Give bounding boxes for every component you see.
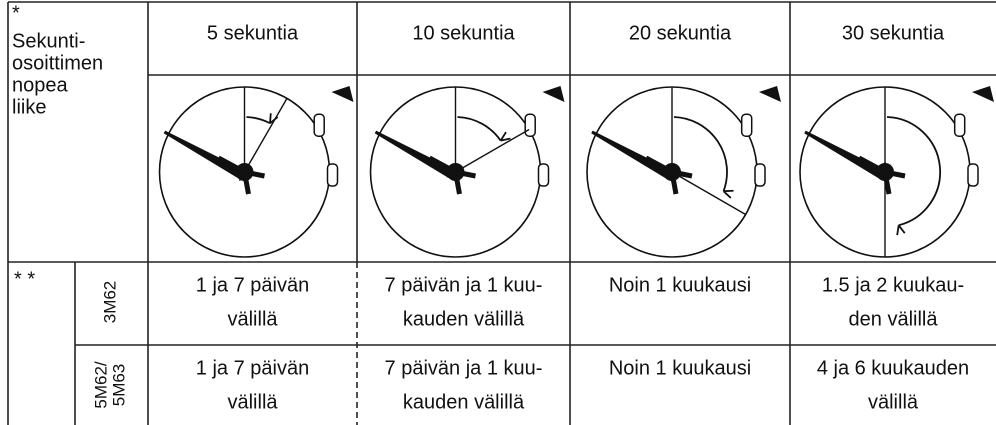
cell-text: kauden välillä	[403, 308, 525, 330]
cell-text: 7 päivän ja 1 kuu-	[385, 357, 543, 379]
grid	[7, 1, 996, 425]
arrow-head	[722, 189, 734, 199]
cell-text: välillä	[227, 391, 278, 413]
column-header: 10 sekuntia	[412, 22, 515, 44]
cell-text: Noin 1 kuukausi	[609, 357, 751, 379]
dial	[586, 86, 781, 258]
crown	[537, 163, 550, 187]
second-hand-moved	[238, 98, 288, 182]
cell-text: välillä	[868, 391, 919, 413]
second-hand-moved	[662, 166, 746, 216]
crown	[754, 163, 766, 187]
row-label: nopea	[12, 74, 68, 96]
marker	[331, 86, 354, 102]
marker	[542, 86, 565, 102]
cell-text: välillä	[227, 308, 278, 330]
cell-text: 1.5 ja 2 kuukau-	[822, 274, 964, 296]
cell-text: 7 päivän ja 1 kuu-	[385, 274, 543, 296]
arrow-head	[269, 113, 279, 124]
crown	[326, 163, 339, 187]
column-header: 30 sekuntia	[842, 22, 945, 44]
crown	[740, 113, 753, 137]
row-label: osoittimen	[12, 52, 103, 74]
note: *	[12, 2, 20, 24]
cell-text: 4 ja 6 kuukauden	[817, 357, 969, 379]
cell-text: kauden välillä	[403, 391, 525, 413]
crown	[313, 113, 325, 137]
crown	[524, 113, 536, 137]
model-label: 3M62	[100, 281, 119, 324]
dial	[158, 86, 354, 258]
arc-arrow	[886, 116, 942, 227]
arrow-head	[499, 131, 511, 142]
column-header: 5 sekuntia	[207, 22, 299, 44]
cell-text: 1 ja 7 päivän	[196, 274, 309, 296]
cell-text: 1 ja 7 päivän	[196, 357, 309, 379]
arc-arrow	[673, 116, 728, 192]
model-label: 5M62/	[91, 361, 110, 409]
dial	[369, 86, 565, 258]
second-hand-moved	[446, 128, 530, 178]
cell-text: den välillä	[849, 308, 939, 330]
dial	[799, 86, 994, 258]
row-label: Sekunti-	[12, 30, 85, 52]
crown	[967, 163, 979, 187]
model-label: 5M63	[109, 364, 128, 407]
column-header: 20 sekuntia	[629, 22, 732, 44]
cell-text: Noin 1 kuukausi	[609, 274, 751, 296]
marker	[972, 86, 994, 102]
marker-label: * *	[14, 268, 35, 290]
row-label: liike	[12, 96, 46, 118]
crown	[953, 113, 966, 137]
arc-arrow	[457, 116, 502, 142]
arrow-head	[896, 224, 906, 236]
marker	[759, 86, 781, 102]
